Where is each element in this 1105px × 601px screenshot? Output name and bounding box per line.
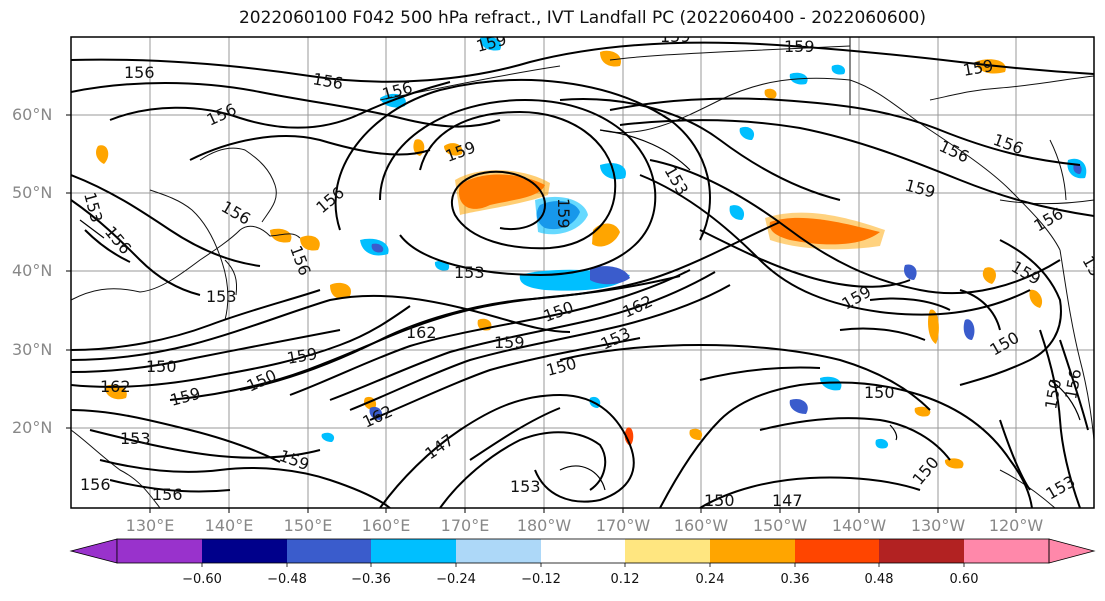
lon-label: 130°W [910,516,966,535]
contour-label: 156 [124,63,155,82]
contour-label: 153 [510,477,541,496]
lat-ticks [66,114,71,429]
contour-label: 162 [100,377,131,396]
lon-label: 180°W [516,516,572,535]
colorbar-bin [371,539,456,563]
colorbar-bin [625,539,710,563]
contour-label: 150 [146,357,177,376]
lon-label: 140°E [204,516,254,535]
contour-label: 153 [454,263,485,282]
colorbar [69,538,1096,567]
lon-label: 120°W [988,516,1044,535]
contour-label: 159 [494,333,525,352]
colorbar-bin [710,539,795,563]
contour-label: 156 [152,485,183,504]
colorbar-tick-label: −0.60 [182,572,222,587]
colorbar-tick-label: −0.36 [351,572,391,587]
colorbar-extend-low [69,538,118,564]
lat-label-50n: 50°N [12,183,53,202]
map-title: 2022060100 F042 500 hPa refract., IVT La… [238,8,926,28]
lon-label: 170°W [595,516,651,535]
contour-label: 153 [206,287,237,306]
lon-label: 150°E [283,516,333,535]
lat-label-20n: 20°N [12,418,53,437]
colorbar-bin [964,539,1049,563]
colorbar-bin [879,539,964,563]
lat-label-40n: 40°N [12,261,53,280]
contour-label: 162 [406,323,437,342]
map-border [70,36,1095,509]
coastlines [71,37,1094,508]
colorbar-bin [795,539,879,563]
lon-label: 170°E [440,516,490,535]
contour-label: 147 [772,491,803,510]
contour-label: 156 [80,475,111,494]
colorbar-tick-label: 0.48 [864,572,894,587]
colorbar-tick-label: 0.12 [610,572,640,587]
colorbar-bin [287,539,371,563]
contour-label: 159 [660,27,691,46]
lon-ticks [149,508,1017,513]
colorbar-tick-label: 0.60 [949,572,979,587]
lat-label-60n: 60°N [12,105,53,124]
colorbar-bin [202,539,287,563]
colorbar-extend-high [1048,538,1096,564]
lon-label: 130°E [125,516,175,535]
lon-label: 140°W [831,516,887,535]
contour-label: 153 [120,429,151,448]
lat-label-30n: 30°N [12,340,53,359]
colorbar-bin [541,539,625,563]
contour-label: 159 [784,37,815,56]
height-contours [71,41,1094,508]
colorbar-bin [117,539,202,563]
colorbar-tick-label: −0.48 [267,572,307,587]
colorbar-tick-label: 0.36 [780,572,810,587]
minor-contours [79,129,1081,491]
colorbar-bin [456,539,541,563]
contour-label: 159 [554,198,573,229]
contour-label: 150 [704,491,735,510]
lon-label: 150°W [752,516,808,535]
positive-anomaly-patches [96,50,1043,469]
contour-label: 150 [864,383,895,402]
colorbar-tick-label: −0.24 [436,572,476,587]
colorbar-tick-label: 0.24 [695,572,725,587]
colorbar-tick-label: −0.12 [521,572,561,587]
lon-label: 160°E [361,516,411,535]
lon-label: 160°W [673,516,729,535]
